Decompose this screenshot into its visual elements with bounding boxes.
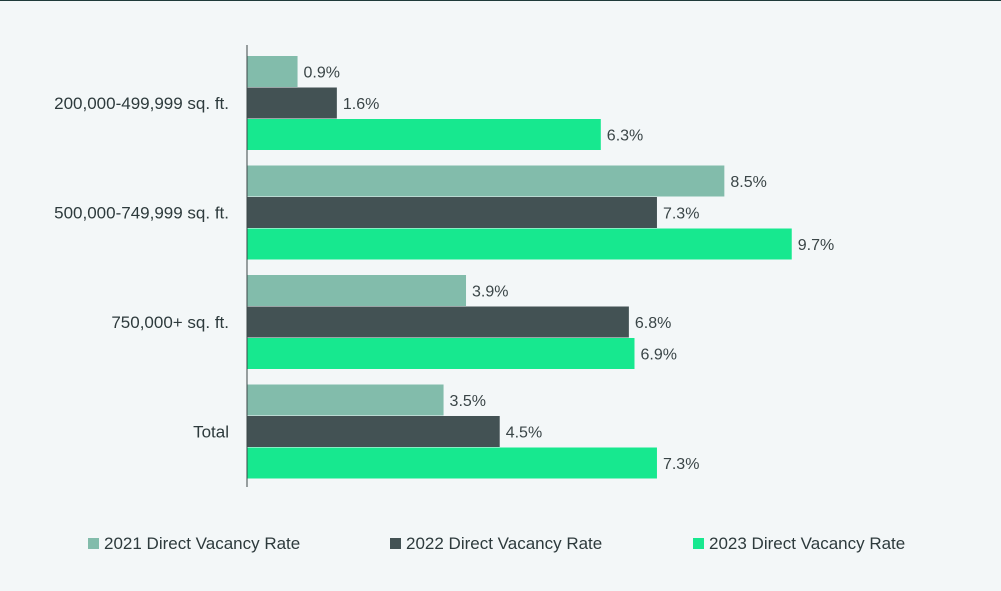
bar-2-3 [247,306,629,338]
bar-3-4 [247,447,657,479]
data-label-2-4: 4.5% [506,425,542,442]
data-label-3-1: 6.3% [607,128,643,145]
data-label-1-4: 3.5% [450,393,486,410]
category-label-1: 200,000-499,999 sq. ft. [54,94,229,113]
data-label-1-3: 3.9% [472,284,508,301]
bar-1-3 [247,275,467,306]
data-label-2-2: 7.3% [663,206,699,223]
data-label-1-2: 8.5% [730,174,766,191]
bar-3-1 [247,119,601,150]
legend-label-2: 2022 Direct Vacancy Rate [406,534,602,553]
bar-2-4 [247,416,500,447]
data-label-3-3: 6.9% [640,347,676,364]
bar-3-3 [247,338,635,369]
data-label-3-4: 7.3% [663,456,699,473]
bar-1-2 [247,165,725,197]
legend-label-3: 2023 Direct Vacancy Rate [709,534,905,553]
category-label-3: 750,000+ sq. ft. [111,313,229,332]
legend: 2021 Direct Vacancy Rate 2022 Direct Vaca… [88,534,905,553]
legend-swatch-2 [390,538,401,549]
category-labels-layer: 200,000-499,999 sq. ft. 500,000-749,999 s… [54,94,229,442]
legend-swatch-1 [88,538,99,549]
bar-2-2 [247,197,657,228]
bars-layer [247,56,792,479]
category-label-2: 500,000-749,999 sq. ft. [54,204,229,223]
legend-swatch-3 [693,538,704,549]
bar-2-1 [247,87,337,119]
legend-label-1: 2021 Direct Vacancy Rate [104,534,300,553]
data-label-2-1: 1.6% [343,96,379,113]
data-label-3-2: 9.7% [798,237,834,254]
bar-1-4 [247,384,444,416]
category-label-4: Total [193,423,229,442]
bar-3-2 [247,228,792,260]
data-label-1-1: 0.9% [304,65,340,82]
data-label-2-3: 6.8% [635,315,671,332]
bar-1-1 [247,56,298,87]
data-labels-layer: 0.9%1.6% 6.3% 8.5% 7.3% 9.7% 3.9% 6.8% 6.9% 3.5%… [304,65,835,474]
